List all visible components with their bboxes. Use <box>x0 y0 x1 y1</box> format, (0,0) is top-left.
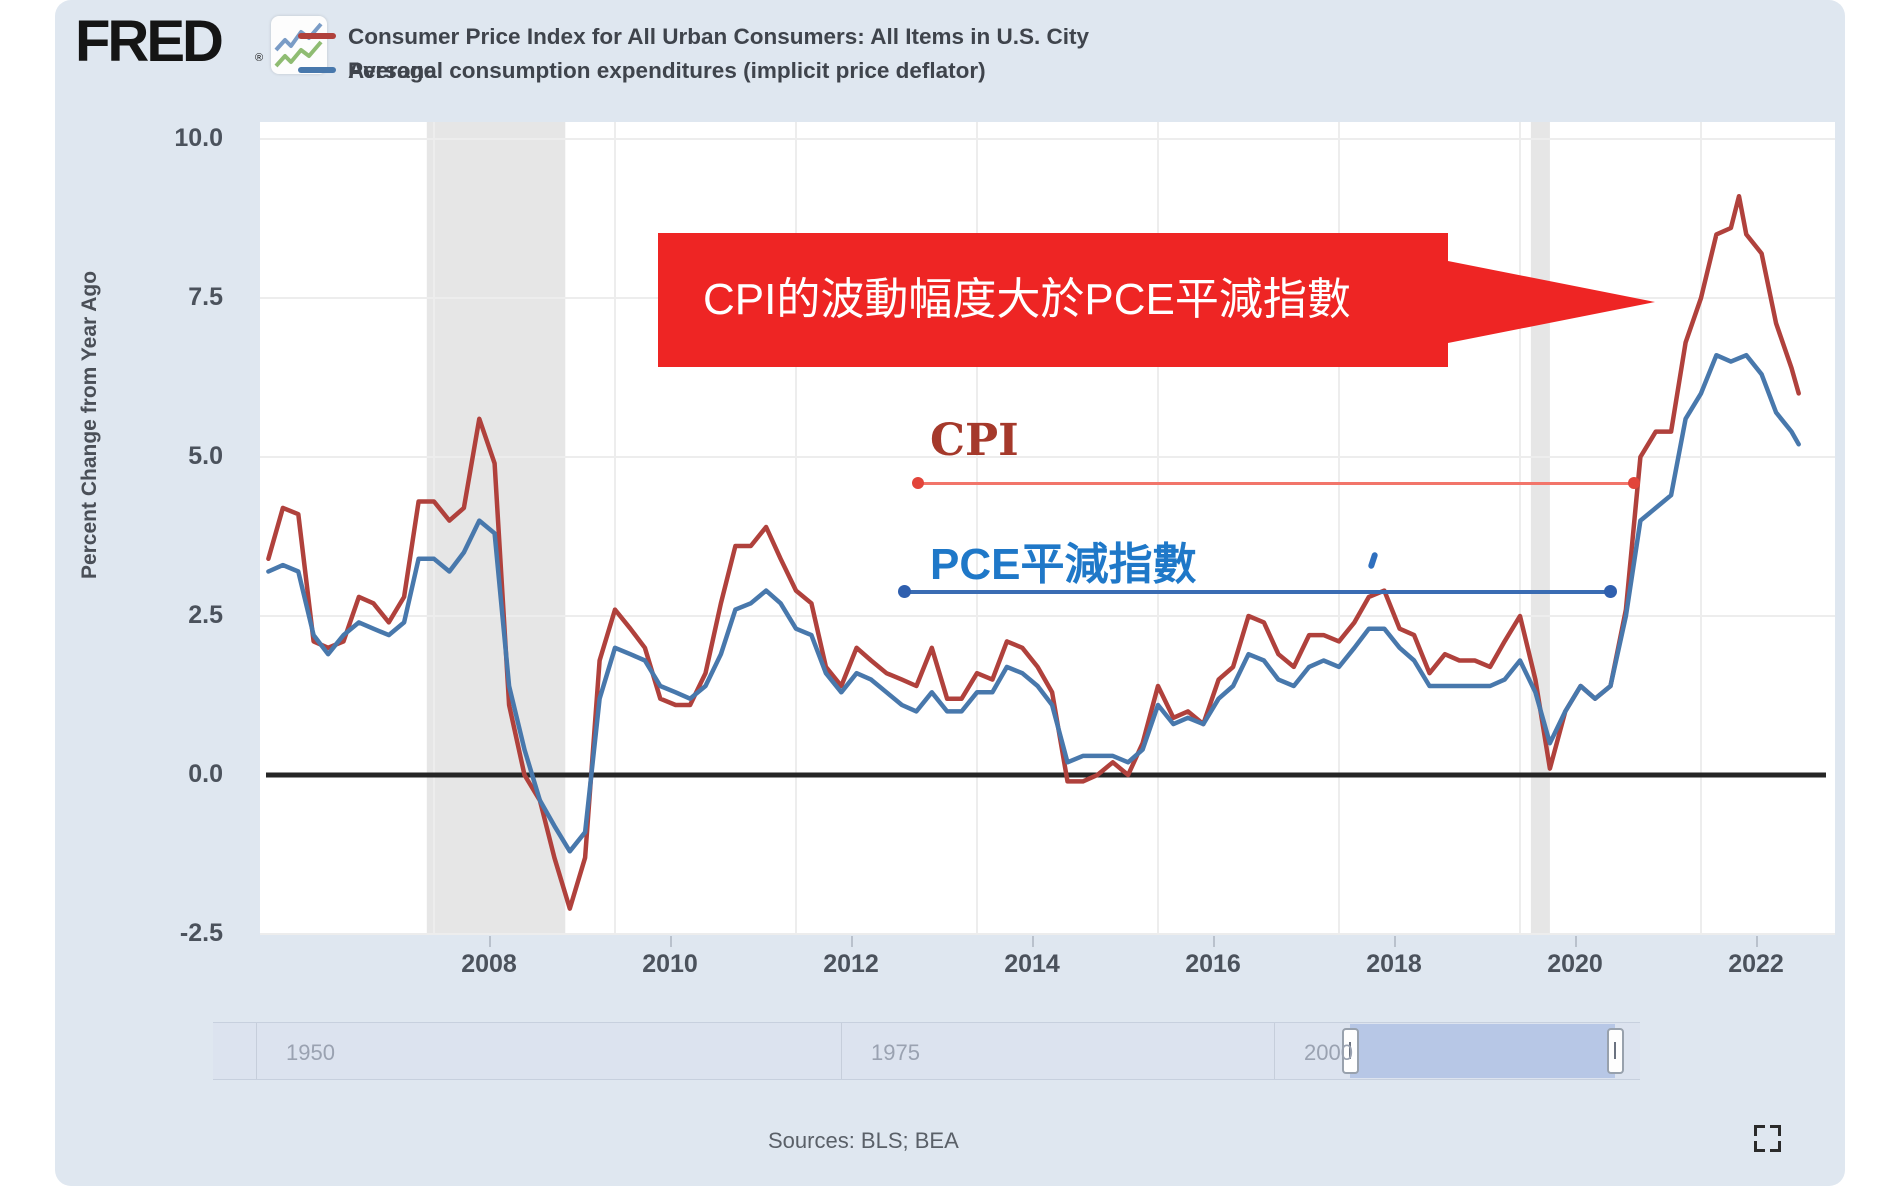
registered-mark: ® <box>255 52 264 64</box>
pce-annotation-label: PCE平減指數 <box>930 540 1197 589</box>
fullscreen-corner <box>1754 1141 1765 1152</box>
y-tick-label: 0.0 <box>188 760 223 788</box>
fred-logo: FRED <box>75 9 224 74</box>
x-tickmark <box>851 936 853 947</box>
recession-band <box>1530 122 1550 935</box>
x-tickmark <box>1032 936 1034 947</box>
cpi-legend-dash-icon <box>298 33 336 39</box>
x-tickmark <box>489 936 491 947</box>
x-tickmark <box>1756 936 1758 947</box>
pce-line-right-dot <box>1604 585 1617 598</box>
slider-year-tick <box>256 1023 257 1079</box>
range-slider-right-handle[interactable] <box>1607 1028 1624 1074</box>
fred-chart-card: FRED ® Consumer Price Index for All Urba… <box>55 0 1845 1186</box>
slider-year-label: 1975 <box>871 1040 920 1065</box>
pce-line-left-dot <box>898 585 911 598</box>
x-tick-label: 2014 <box>1004 950 1060 978</box>
x-tick-label: 2010 <box>642 950 698 978</box>
pce-legend-label: Average Personal consumption expenditures… <box>348 58 986 83</box>
x-tick-label: 2022 <box>1728 950 1784 978</box>
range-slider-left-handle[interactable] <box>1342 1028 1359 1074</box>
slider-year-tick <box>841 1023 842 1079</box>
fullscreen-icon[interactable] <box>1754 1125 1781 1152</box>
pce-annotation-line <box>905 590 1613 594</box>
plot-svg <box>260 122 1835 935</box>
fullscreen-corner <box>1770 1141 1781 1152</box>
legend-overlap-word: Average <box>348 58 436 83</box>
x-tick-label: 2008 <box>461 950 517 978</box>
cpi-line-left-dot <box>912 477 924 489</box>
plot-area[interactable] <box>260 122 1835 935</box>
recession-band <box>426 122 566 935</box>
y-axis-title: Percent Change from Year Ago <box>78 270 101 580</box>
x-tickmark <box>1575 936 1577 947</box>
pce-legend-dash-icon <box>298 67 336 73</box>
cpi-line-right-dot <box>1628 477 1640 489</box>
fred-graph-logo-icon <box>271 16 327 74</box>
y-tick-label: 2.5 <box>188 601 223 629</box>
sources-text[interactable]: Sources: BLS; BEA <box>768 1128 959 1153</box>
y-tick-label: 10.0 <box>174 124 223 152</box>
y-tick-label: -2.5 <box>179 919 223 947</box>
fullscreen-corner <box>1770 1125 1781 1136</box>
slider-year-label: 1950 <box>286 1040 335 1065</box>
x-tickmark <box>670 936 672 947</box>
x-tickmark <box>1394 936 1396 947</box>
x-tick-label: 2018 <box>1366 950 1422 978</box>
slider-year-label: 2000 <box>1304 1040 1353 1065</box>
x-tick-label: 2016 <box>1185 950 1241 978</box>
cpi-annotation-label: CPI <box>930 415 1019 466</box>
cpi-annotation-line <box>920 482 1635 485</box>
callout-box: CPI的波動幅度大於PCE平減指數 <box>658 233 1448 367</box>
x-tick-label: 2012 <box>823 950 879 978</box>
slider-year-tick <box>1274 1023 1275 1079</box>
y-tick-label: 5.0 <box>188 442 223 470</box>
x-tickmark <box>1213 936 1215 947</box>
fullscreen-corner <box>1754 1125 1765 1136</box>
callout-arrow-icon <box>1448 261 1655 343</box>
y-tick-label: 7.5 <box>188 283 223 311</box>
x-tick-label: 2020 <box>1547 950 1603 978</box>
pce-series-line <box>266 352 1801 854</box>
cpi-legend-label: Consumer Price Index for All Urban Consu… <box>348 24 1089 49</box>
range-slider-selection[interactable] <box>1350 1024 1615 1078</box>
